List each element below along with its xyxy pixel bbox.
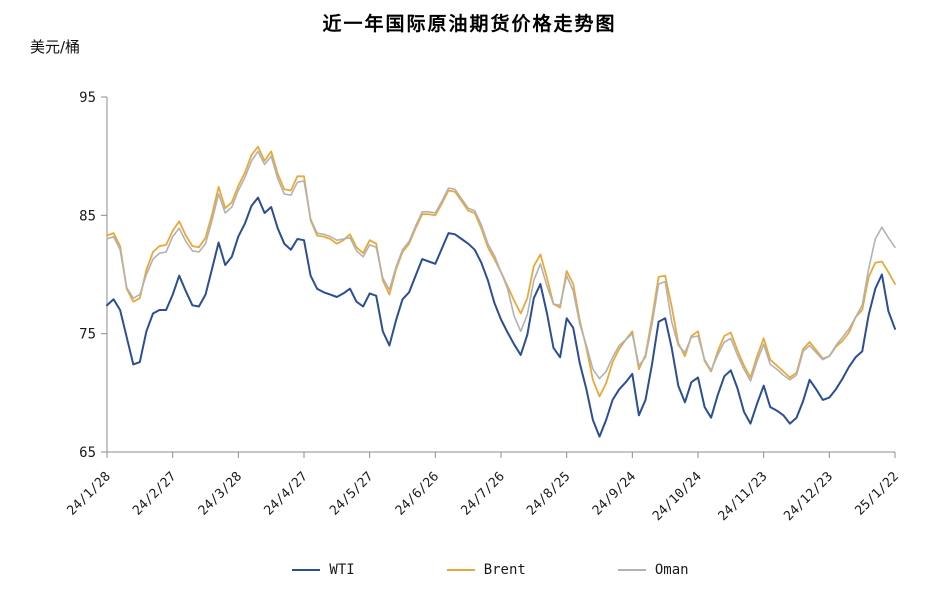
x-tick-label: 24/10/24 [650,469,705,524]
x-tick-label: 24/2/27 [130,469,179,518]
x-tick-label: 24/12/23 [781,469,836,524]
legend-swatch-wti [292,569,321,571]
legend-swatch-brent [446,569,475,571]
x-tick-label: 24/9/24 [590,469,639,518]
legend-item-oman: Oman [617,562,689,578]
y-tick-label: 85 [79,208,96,224]
x-tick-label: 25/1/22 [852,469,901,518]
series-line-oman [106,150,896,382]
legend-label: Brent [483,562,526,578]
x-tick-label: 24/4/27 [261,469,310,518]
x-tick-label: 24/5/27 [327,469,376,518]
x-tick-label: 24/3/28 [196,469,245,518]
legend-item-wti: WTI [292,562,355,578]
legend-label: Oman [654,562,689,578]
y-tick-label: 95 [79,90,96,106]
chart-title: 近一年国际原油期货价格走势图 [322,13,617,35]
y-tick-label: 75 [79,327,96,343]
x-tick-label: 24/7/26 [458,469,507,518]
legend: WTI Brent Oman [21,562,939,578]
legend-swatch-oman [617,569,646,571]
x-tick-label: 24/1/28 [64,469,113,518]
series-line-wti [106,196,896,438]
axis-line [106,97,895,453]
y-axis-unit-label: 美元/桶 [30,38,81,56]
x-tick-label: 24/6/26 [393,469,442,518]
legend-item-brent: Brent [446,562,526,578]
legend-label: WTI [329,562,355,578]
x-tick-label: 24/8/25 [524,469,573,518]
x-tick-label: 24/11/23 [716,469,771,524]
y-tick-label: 65 [79,445,96,461]
